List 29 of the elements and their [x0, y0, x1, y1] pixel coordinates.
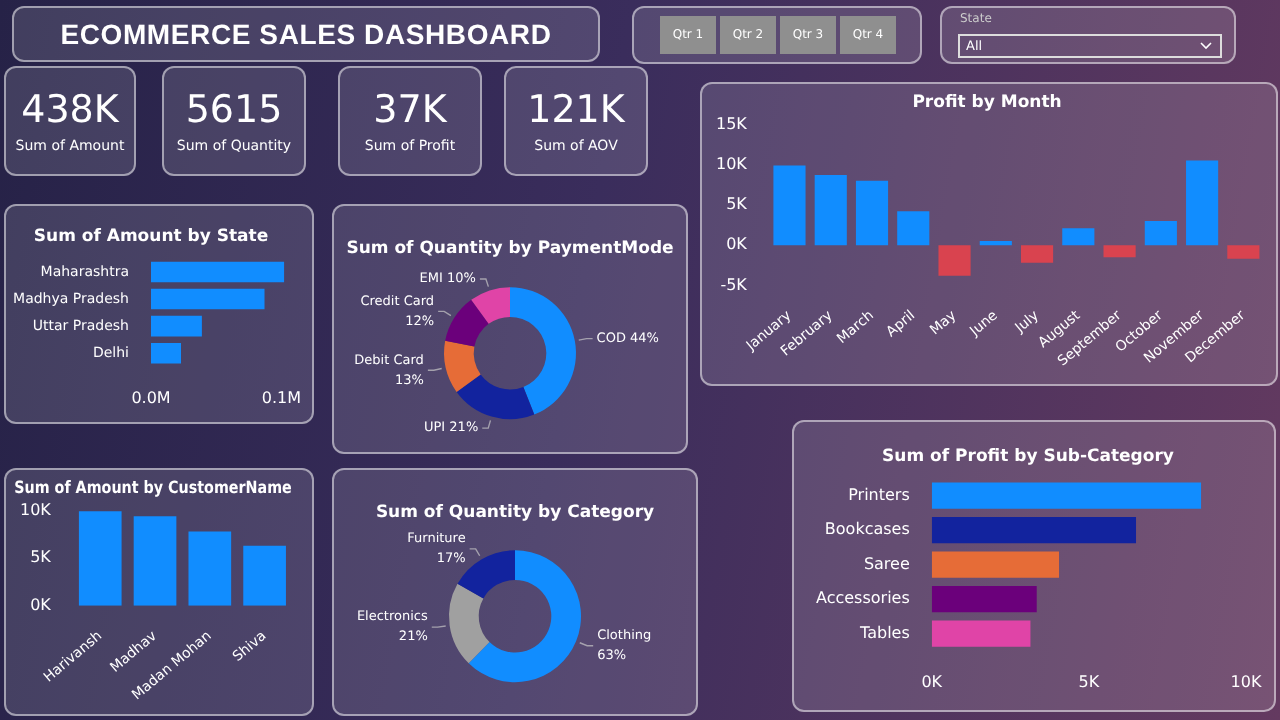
y-tick-label: Bookcases: [824, 520, 910, 539]
text: 438K: [21, 88, 119, 132]
y-tick-label: -5K: [720, 275, 749, 294]
x-tick-label: 0K: [921, 672, 944, 691]
text: 5615: [185, 88, 283, 132]
y-tick-label: Saree: [863, 554, 910, 573]
x-tick-label: 0.0M: [131, 388, 171, 407]
y-tick-label: Accessories: [815, 589, 910, 608]
y-tick-label: 5K: [30, 548, 53, 567]
text: ECOMMERCE SALES DASHBOARD: [60, 18, 552, 50]
text: 121K: [527, 88, 625, 132]
x-tick-label: 0.1M: [261, 388, 302, 407]
chart-title: Sum of Amount by State: [33, 226, 269, 247]
text: 37K: [373, 88, 447, 132]
x-tick-label: 5K: [1078, 672, 1101, 691]
chart-title: Profit by Month: [912, 92, 1062, 113]
y-tick-label: 0K: [30, 596, 53, 615]
y-tick-label: 10K: [19, 500, 53, 519]
y-tick-label: 5K: [726, 195, 749, 214]
y-tick-label: Tables: [858, 623, 910, 642]
chart-title: Sum of Profit by Sub-Category: [882, 446, 1175, 467]
chart-title: Sum of Quantity by Category: [375, 502, 656, 523]
x-tick-label: 10K: [1230, 672, 1263, 691]
y-tick-label: 0K: [726, 235, 749, 254]
y-tick-label: 10K: [715, 154, 749, 173]
y-tick-label: Printers: [848, 485, 910, 504]
chart-title: Sum of Amount by CustomerName: [14, 477, 292, 497]
y-tick-label: 15K: [715, 114, 749, 133]
chart-title: Sum of Quantity by PaymentMode: [346, 238, 675, 259]
